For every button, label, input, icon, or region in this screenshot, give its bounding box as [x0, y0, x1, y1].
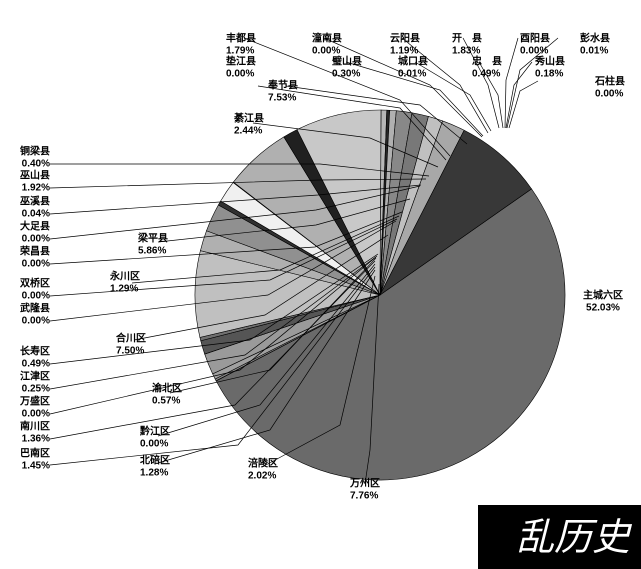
label-pct: 1.36%: [22, 434, 50, 445]
label-name: 双桥区: [20, 277, 50, 290]
label-name: 云阳县: [390, 33, 420, 45]
label-name: 万州区: [349, 478, 380, 490]
label-name: 长寿区: [20, 345, 50, 358]
label-name: 綦江县: [233, 112, 264, 125]
label-pct: 0.49%: [22, 359, 50, 370]
label-pct: 52.03%: [586, 303, 620, 314]
label-pct: 7.50%: [116, 346, 144, 357]
label-name: 巫溪县: [20, 195, 50, 208]
label-pct: 0.00%: [226, 69, 254, 80]
label-pct: 0.00%: [595, 89, 623, 100]
label-name: 潼南县: [312, 32, 342, 45]
label-name: 开 县: [452, 33, 482, 45]
label-name: 万盛区: [19, 395, 50, 408]
label-name: 永川区: [109, 270, 140, 283]
label-pct: 0.00%: [22, 234, 50, 245]
label-pct: 0.49%: [472, 69, 500, 80]
label-pct: 5.86%: [138, 246, 166, 257]
label-name: 铜梁县: [20, 145, 50, 158]
label-pct: 0.18%: [535, 69, 563, 80]
label-pct: 1.92%: [22, 183, 50, 194]
label-name: 南川区: [20, 420, 50, 433]
pie-slices: [195, 110, 565, 480]
label-pct: 0.25%: [22, 384, 50, 395]
label-pct: 0.01%: [398, 69, 426, 80]
label-name: 黔江区: [140, 425, 170, 438]
label-pct: 0.40%: [22, 159, 50, 170]
label-name: 酉阳县: [520, 33, 550, 45]
label-pct: 0.04%: [22, 209, 50, 220]
label-pct: 0.00%: [312, 46, 340, 57]
label-name: 彭水县: [580, 32, 610, 45]
label-pct: 1.28%: [140, 468, 168, 479]
label-name: 巫山县: [20, 169, 50, 182]
label-name: 梁平县: [137, 232, 168, 245]
label-pct: 1.19%: [390, 46, 418, 57]
label-pct: 2.02%: [248, 471, 276, 482]
label-name: 江津区: [20, 370, 50, 383]
label-pct: 0.00%: [22, 316, 50, 327]
label-name: 石柱县: [594, 75, 625, 88]
label-pct: 0.00%: [140, 439, 168, 450]
label-name: 垫江县: [226, 55, 256, 68]
label-pct: 0.00%: [22, 409, 50, 420]
label-pct: 0.00%: [520, 46, 548, 57]
label-name: 北碚区: [140, 454, 170, 467]
label-name: 大足县: [20, 220, 50, 233]
label-pct: 2.44%: [234, 126, 262, 137]
label-name: 奉节县: [267, 79, 298, 92]
label-pct: 1.79%: [226, 46, 254, 57]
label-name: 主城六区: [583, 289, 623, 302]
label-name: 涪陵区: [248, 457, 278, 470]
label-pct: 1.45%: [22, 461, 50, 472]
label-pct: 0.30%: [332, 69, 360, 80]
label-name: 合川区: [115, 332, 146, 345]
label-pct: 1.83%: [452, 46, 480, 57]
label-name: 巴南区: [20, 447, 50, 460]
label-name: 荣昌县: [19, 245, 50, 258]
label-name: 武隆县: [20, 302, 50, 315]
label-pct: 0.57%: [152, 396, 180, 407]
watermark-text: 乱历史: [516, 517, 633, 559]
label-pct: 1.29%: [110, 284, 138, 295]
pie-chart: 主城六区52.03%石柱县0.00%彭水县0.01%秀山县0.18%酉阳县0.0…: [0, 0, 641, 569]
label-pct: 7.76%: [350, 491, 378, 502]
label-pct: 0.00%: [22, 291, 50, 302]
label-pct: 0.00%: [22, 259, 50, 270]
label-pct: 0.01%: [580, 46, 608, 57]
label-name: 渝北区: [152, 382, 182, 395]
label-pct: 7.53%: [268, 93, 296, 104]
label-name: 丰都县: [226, 32, 256, 45]
